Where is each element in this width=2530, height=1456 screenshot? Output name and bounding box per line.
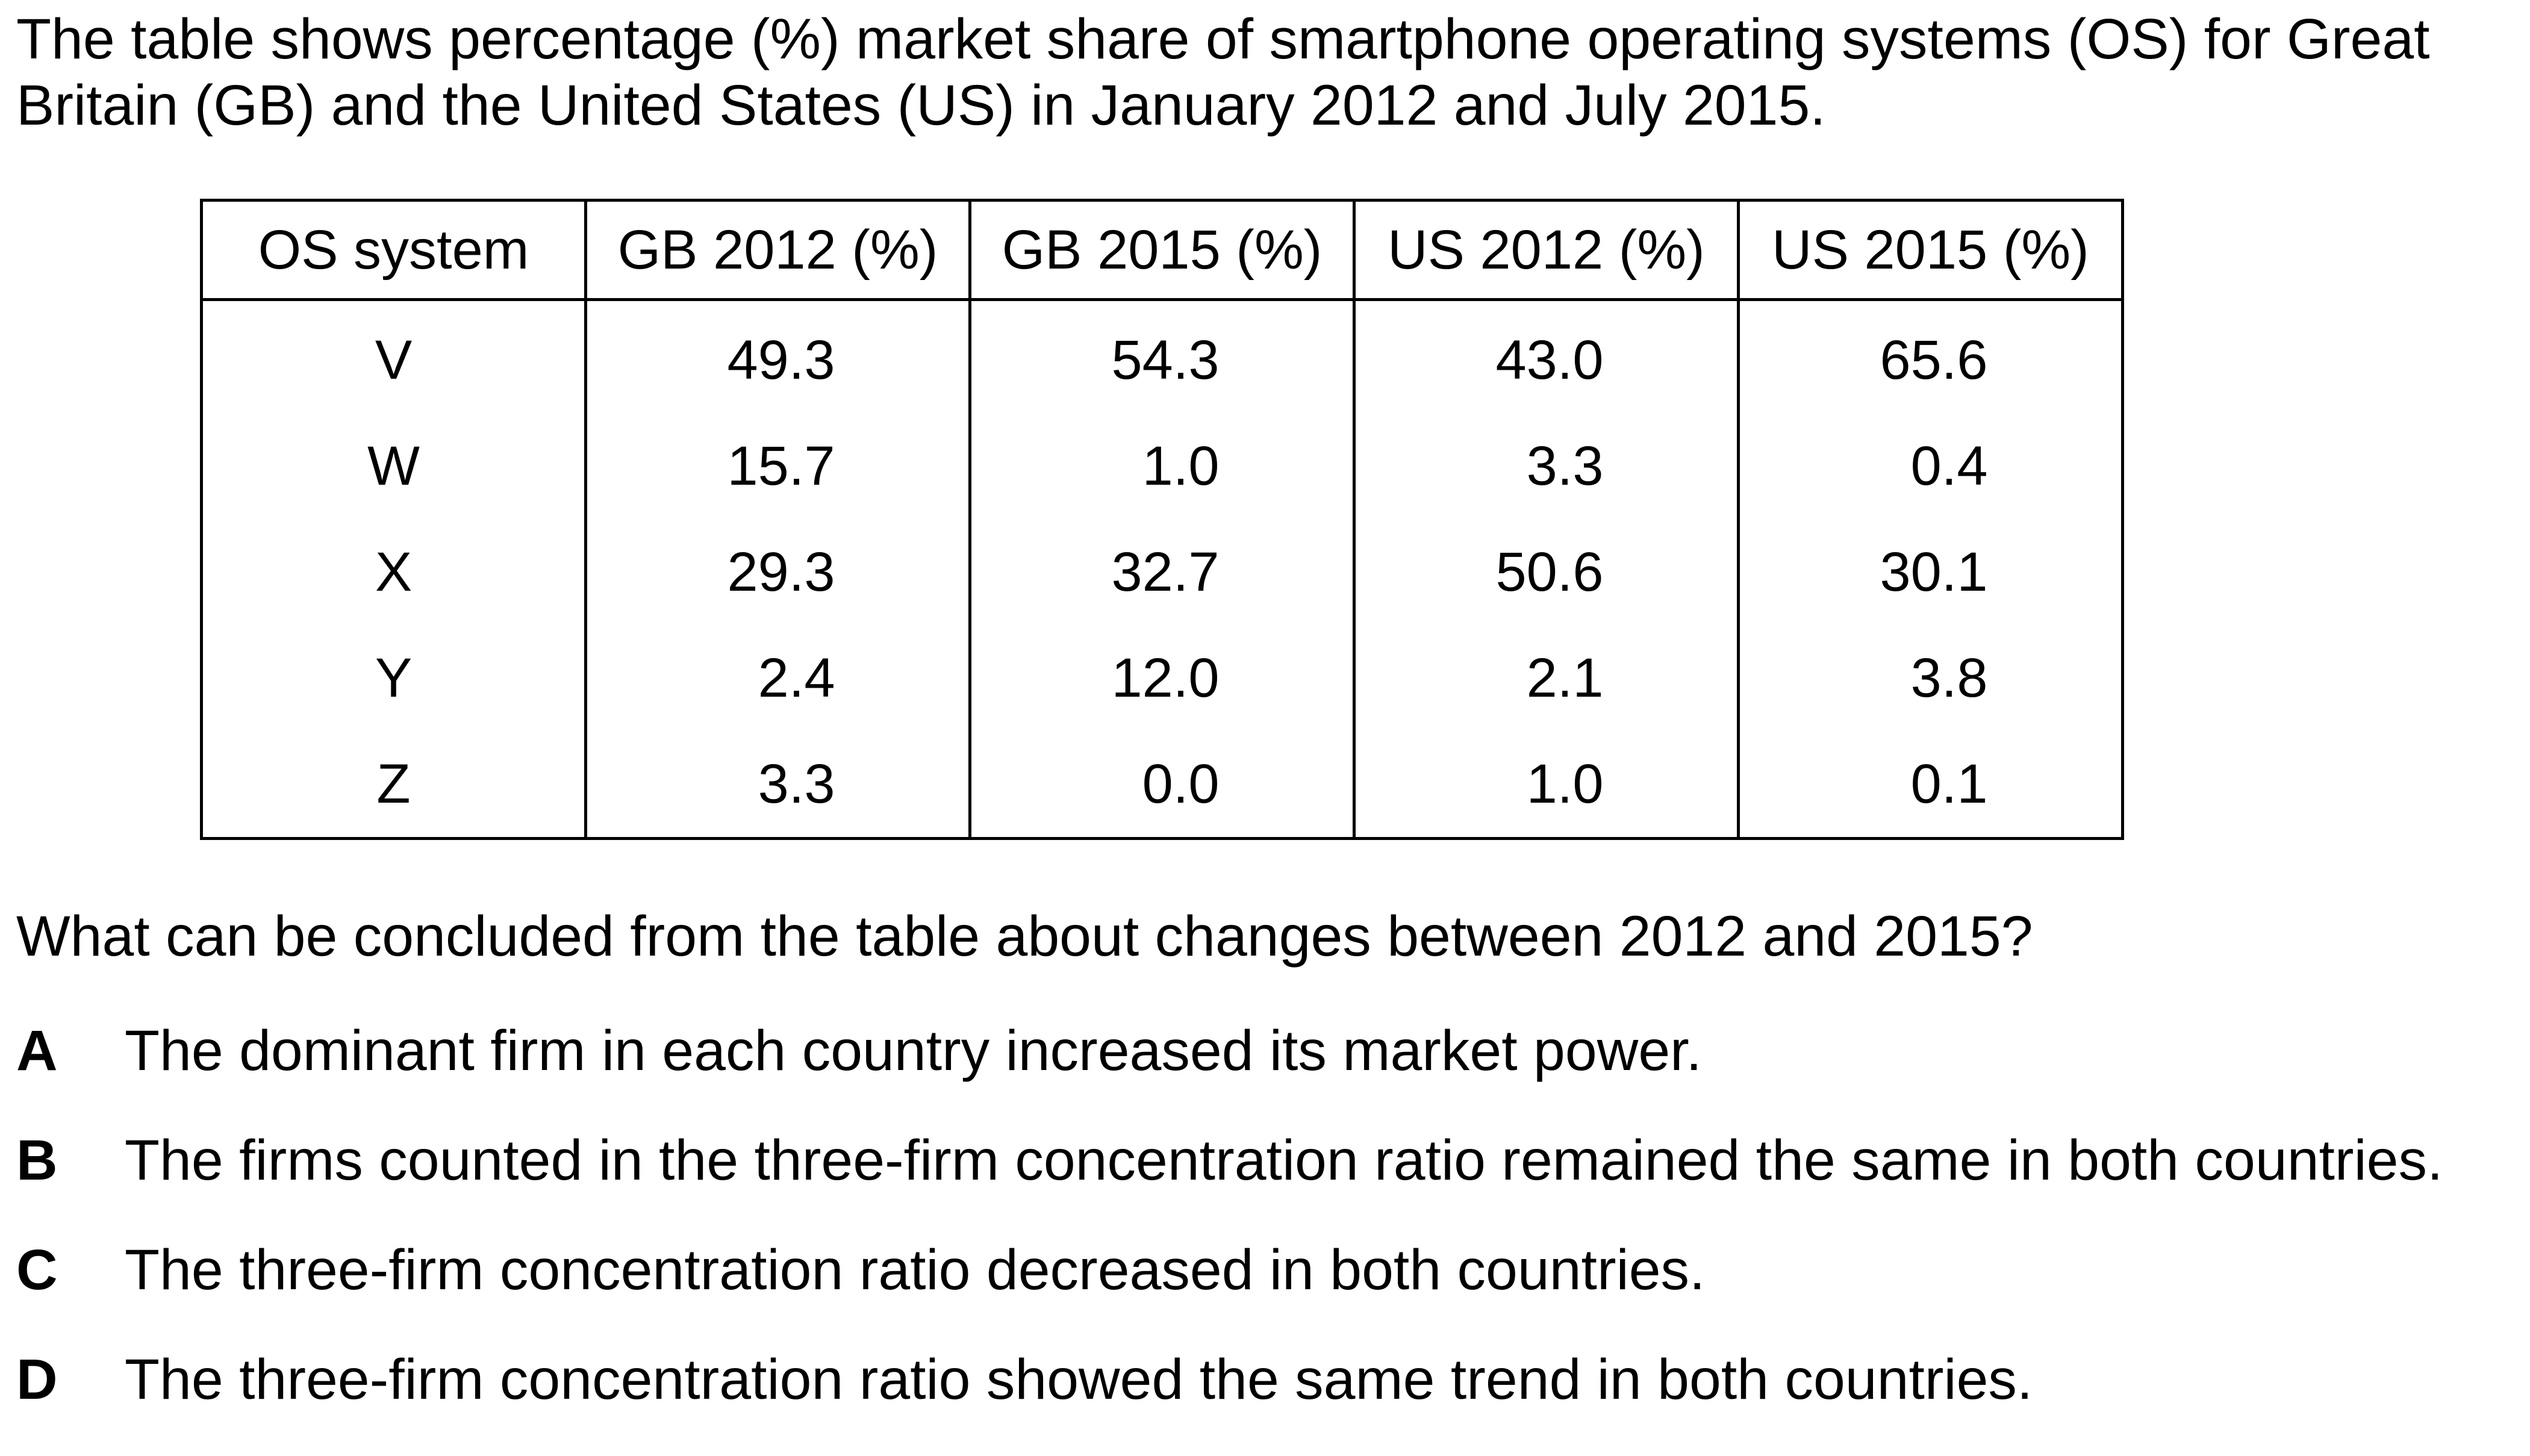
market-share-table: OS system GB 2012 (%) GB 2015 (%) US 201… <box>200 199 2124 840</box>
value-text: 54.3 <box>1111 329 1220 391</box>
value-text: 29.3 <box>727 541 835 603</box>
value-text: 43.0 <box>1495 329 1604 391</box>
value-cell: 43.0 <box>1353 299 1740 413</box>
value-cell: 3.3 <box>1353 413 1740 519</box>
header-gb-2012: GB 2012 (%) <box>584 199 971 301</box>
value-cell: 3.3 <box>584 731 971 840</box>
value-cell: 54.3 <box>968 299 1356 413</box>
value-text: 12.0 <box>1111 647 1220 709</box>
option-text: The dominant firm in each country increa… <box>125 1019 1702 1083</box>
value-cell: 1.0 <box>968 413 1356 519</box>
option-text: The firms counted in the three-firm conc… <box>125 1128 2443 1192</box>
value-text: 1.0 <box>1526 753 1604 815</box>
value-cell: 1.0 <box>1353 731 1740 840</box>
table-header-row: OS system GB 2012 (%) GB 2015 (%) US 201… <box>200 199 2124 301</box>
value-text: 1.0 <box>1142 435 1220 497</box>
table-row: W 15.7 1.0 3.3 0.4 <box>200 413 2124 519</box>
option-d[interactable]: D The three-firm concentration ratio sho… <box>16 1346 2443 1456</box>
os-cell: Z <box>200 731 587 840</box>
value-text: 15.7 <box>727 435 835 497</box>
value-text: 50.6 <box>1495 541 1604 603</box>
value-cell: 15.7 <box>584 413 971 519</box>
value-cell: 0.4 <box>1737 413 2124 519</box>
table-row: Y 2.4 12.0 2.1 3.8 <box>200 625 2124 731</box>
market-share-table-container: OS system GB 2012 (%) GB 2015 (%) US 201… <box>200 199 2124 840</box>
option-letter: A <box>16 1019 58 1083</box>
value-text: 0.4 <box>1910 435 1988 497</box>
question-text: What can be concluded from the table abo… <box>16 904 2033 968</box>
value-cell: 2.1 <box>1353 625 1740 731</box>
value-text: 49.3 <box>727 329 835 391</box>
option-text: The three-firm concentration ratio showe… <box>125 1348 2033 1411</box>
option-letter: D <box>16 1348 58 1411</box>
value-text: 65.6 <box>1880 329 1988 391</box>
value-text: 3.3 <box>1526 435 1604 497</box>
value-cell: 2.4 <box>584 625 971 731</box>
value-cell: 0.1 <box>1737 731 2124 840</box>
header-gb-2015: GB 2015 (%) <box>968 199 1356 301</box>
os-cell: W <box>200 413 587 519</box>
value-cell: 49.3 <box>584 299 971 413</box>
value-text: 0.0 <box>1142 753 1220 815</box>
os-cell: Y <box>200 625 587 731</box>
table-row: X 29.3 32.7 50.6 30.1 <box>200 519 2124 625</box>
value-cell: 12.0 <box>968 625 1356 731</box>
os-cell: V <box>200 299 587 413</box>
value-text: 2.1 <box>1526 647 1604 709</box>
value-cell: 32.7 <box>968 519 1356 625</box>
value-text: 2.4 <box>758 647 835 709</box>
value-cell: 3.8 <box>1737 625 2124 731</box>
header-us-2012: US 2012 (%) <box>1353 199 1740 301</box>
os-cell: X <box>200 519 587 625</box>
option-c[interactable]: C The three-firm concentration ratio dec… <box>16 1237 2443 1346</box>
value-text: 0.1 <box>1910 753 1988 815</box>
answer-options: A The dominant firm in each country incr… <box>16 1018 2443 1456</box>
option-a[interactable]: A The dominant firm in each country incr… <box>16 1018 2443 1127</box>
table-row: V 49.3 54.3 43.0 65.6 <box>200 299 2124 413</box>
value-text: 3.8 <box>1910 647 1988 709</box>
header-os-system: OS system <box>200 199 587 301</box>
option-text: The three-firm concentration ratio decre… <box>125 1238 1706 1302</box>
value-cell: 65.6 <box>1737 299 2124 413</box>
option-letter: C <box>16 1238 58 1302</box>
value-text: 3.3 <box>758 753 835 815</box>
value-cell: 50.6 <box>1353 519 1740 625</box>
option-letter: B <box>16 1128 58 1192</box>
table-row: Z 3.3 0.0 1.0 0.1 <box>200 731 2124 840</box>
value-text: 30.1 <box>1880 541 1988 603</box>
question-intro: The table shows percentage (%) market sh… <box>16 7 2430 137</box>
header-us-2015: US 2015 (%) <box>1737 199 2124 301</box>
value-cell: 30.1 <box>1737 519 2124 625</box>
value-cell: 0.0 <box>968 731 1356 840</box>
value-cell: 29.3 <box>584 519 971 625</box>
value-text: 32.7 <box>1111 541 1220 603</box>
option-b[interactable]: B The firms counted in the three-firm co… <box>16 1127 2443 1237</box>
